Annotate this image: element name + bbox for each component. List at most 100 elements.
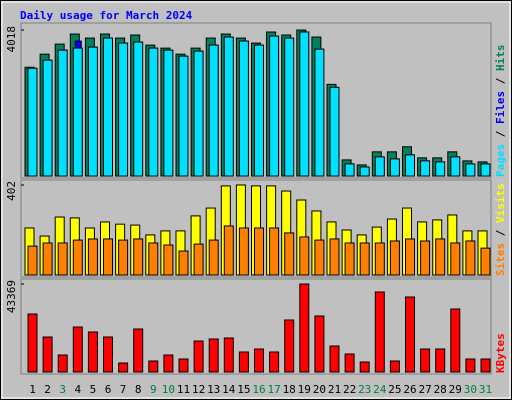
- x-tick-label: 12: [192, 383, 205, 396]
- bar: [103, 238, 113, 276]
- bar: [465, 163, 476, 177]
- bar: [72, 326, 83, 373]
- bar: [163, 354, 174, 373]
- bar: [178, 250, 189, 276]
- bar: [163, 244, 174, 276]
- bar: [284, 232, 295, 276]
- bar: [118, 239, 129, 276]
- legend-entry: Hits: [494, 45, 507, 72]
- bar: [72, 239, 83, 276]
- bar: [405, 238, 415, 276]
- x-tick-label: 17: [267, 383, 280, 396]
- bar: [42, 242, 53, 276]
- y-tick-label: 43369: [5, 280, 18, 313]
- bar: [118, 42, 129, 177]
- bar: [223, 36, 234, 177]
- x-tick-label: 5: [90, 383, 97, 396]
- separator: /: [494, 229, 507, 236]
- legend-entry: Sites: [494, 243, 507, 276]
- legend: Sites / Visits: [494, 183, 507, 276]
- bar: [359, 242, 370, 276]
- bar: [314, 315, 325, 373]
- bar: [314, 239, 325, 276]
- legend-entry: KBytes: [494, 333, 507, 373]
- bar: [465, 240, 476, 276]
- bar: [299, 31, 310, 177]
- bar: [284, 319, 295, 373]
- x-tick-label: 3: [59, 383, 66, 396]
- bar: [389, 360, 400, 373]
- bar: [405, 154, 415, 177]
- bar: [57, 242, 68, 276]
- x-tick-label: 8: [135, 383, 142, 396]
- x-tick-label: 30: [464, 383, 477, 396]
- bar: [133, 41, 144, 177]
- bar: [344, 242, 355, 276]
- x-tick-label: 2: [44, 383, 51, 396]
- x-tick-label: 15: [237, 383, 250, 396]
- bar: [389, 158, 400, 177]
- x-tick-label: 11: [177, 383, 190, 396]
- bar: [72, 47, 83, 177]
- bar: [299, 283, 310, 373]
- bar: [87, 238, 98, 276]
- bar: [208, 239, 219, 276]
- bar: [299, 236, 310, 276]
- bar: [465, 358, 476, 373]
- bar: [208, 338, 219, 373]
- bar: [103, 336, 113, 373]
- legend-entry: Pages: [494, 144, 507, 177]
- bar: [435, 238, 446, 276]
- x-tick-label: 9: [150, 383, 157, 396]
- bar: [405, 296, 415, 373]
- x-tick-label: 24: [373, 383, 387, 396]
- separator: /: [494, 130, 507, 137]
- bar: [480, 247, 491, 276]
- bar: [27, 313, 38, 373]
- x-tick-label: 1: [29, 383, 36, 396]
- bar: [480, 163, 491, 177]
- chart-title: Daily usage for March 2024: [20, 9, 193, 22]
- bar: [314, 48, 325, 177]
- bar: [57, 49, 68, 177]
- bar: [254, 44, 264, 177]
- bar: [148, 47, 159, 177]
- bar: [193, 340, 204, 373]
- bar: [238, 40, 249, 177]
- y-tick-label: 402: [5, 181, 18, 201]
- bar: [344, 353, 355, 373]
- x-tick-label: 6: [105, 383, 112, 396]
- x-tick-label: 10: [162, 383, 175, 396]
- bar: [223, 225, 234, 276]
- x-tick-label: 21: [328, 383, 341, 396]
- bar: [103, 37, 113, 177]
- x-tick-label: 29: [449, 383, 462, 396]
- bar: [420, 160, 431, 177]
- x-tick-label: 19: [298, 383, 311, 396]
- bar: [269, 227, 280, 276]
- bar: [480, 358, 491, 373]
- separator: /: [494, 77, 507, 84]
- bar: [238, 351, 249, 373]
- bar: [27, 67, 38, 177]
- x-tick-label: 13: [207, 383, 220, 396]
- bar: [87, 46, 98, 177]
- bar: [374, 291, 385, 373]
- bar: [329, 238, 340, 276]
- x-tick-label: 18: [283, 383, 296, 396]
- bar: [163, 49, 174, 177]
- bar: [193, 50, 204, 177]
- bar: [148, 360, 159, 373]
- bar: [329, 345, 340, 373]
- bar: [435, 161, 446, 177]
- bar: [254, 348, 264, 373]
- bar: [420, 240, 431, 276]
- bar: [284, 37, 295, 177]
- bar: [344, 163, 355, 177]
- bar: [269, 351, 280, 373]
- bar: [42, 336, 53, 373]
- x-tick-label: 23: [358, 383, 371, 396]
- bar: [148, 242, 159, 276]
- bar: [27, 245, 38, 276]
- x-tick-label: 31: [479, 383, 492, 396]
